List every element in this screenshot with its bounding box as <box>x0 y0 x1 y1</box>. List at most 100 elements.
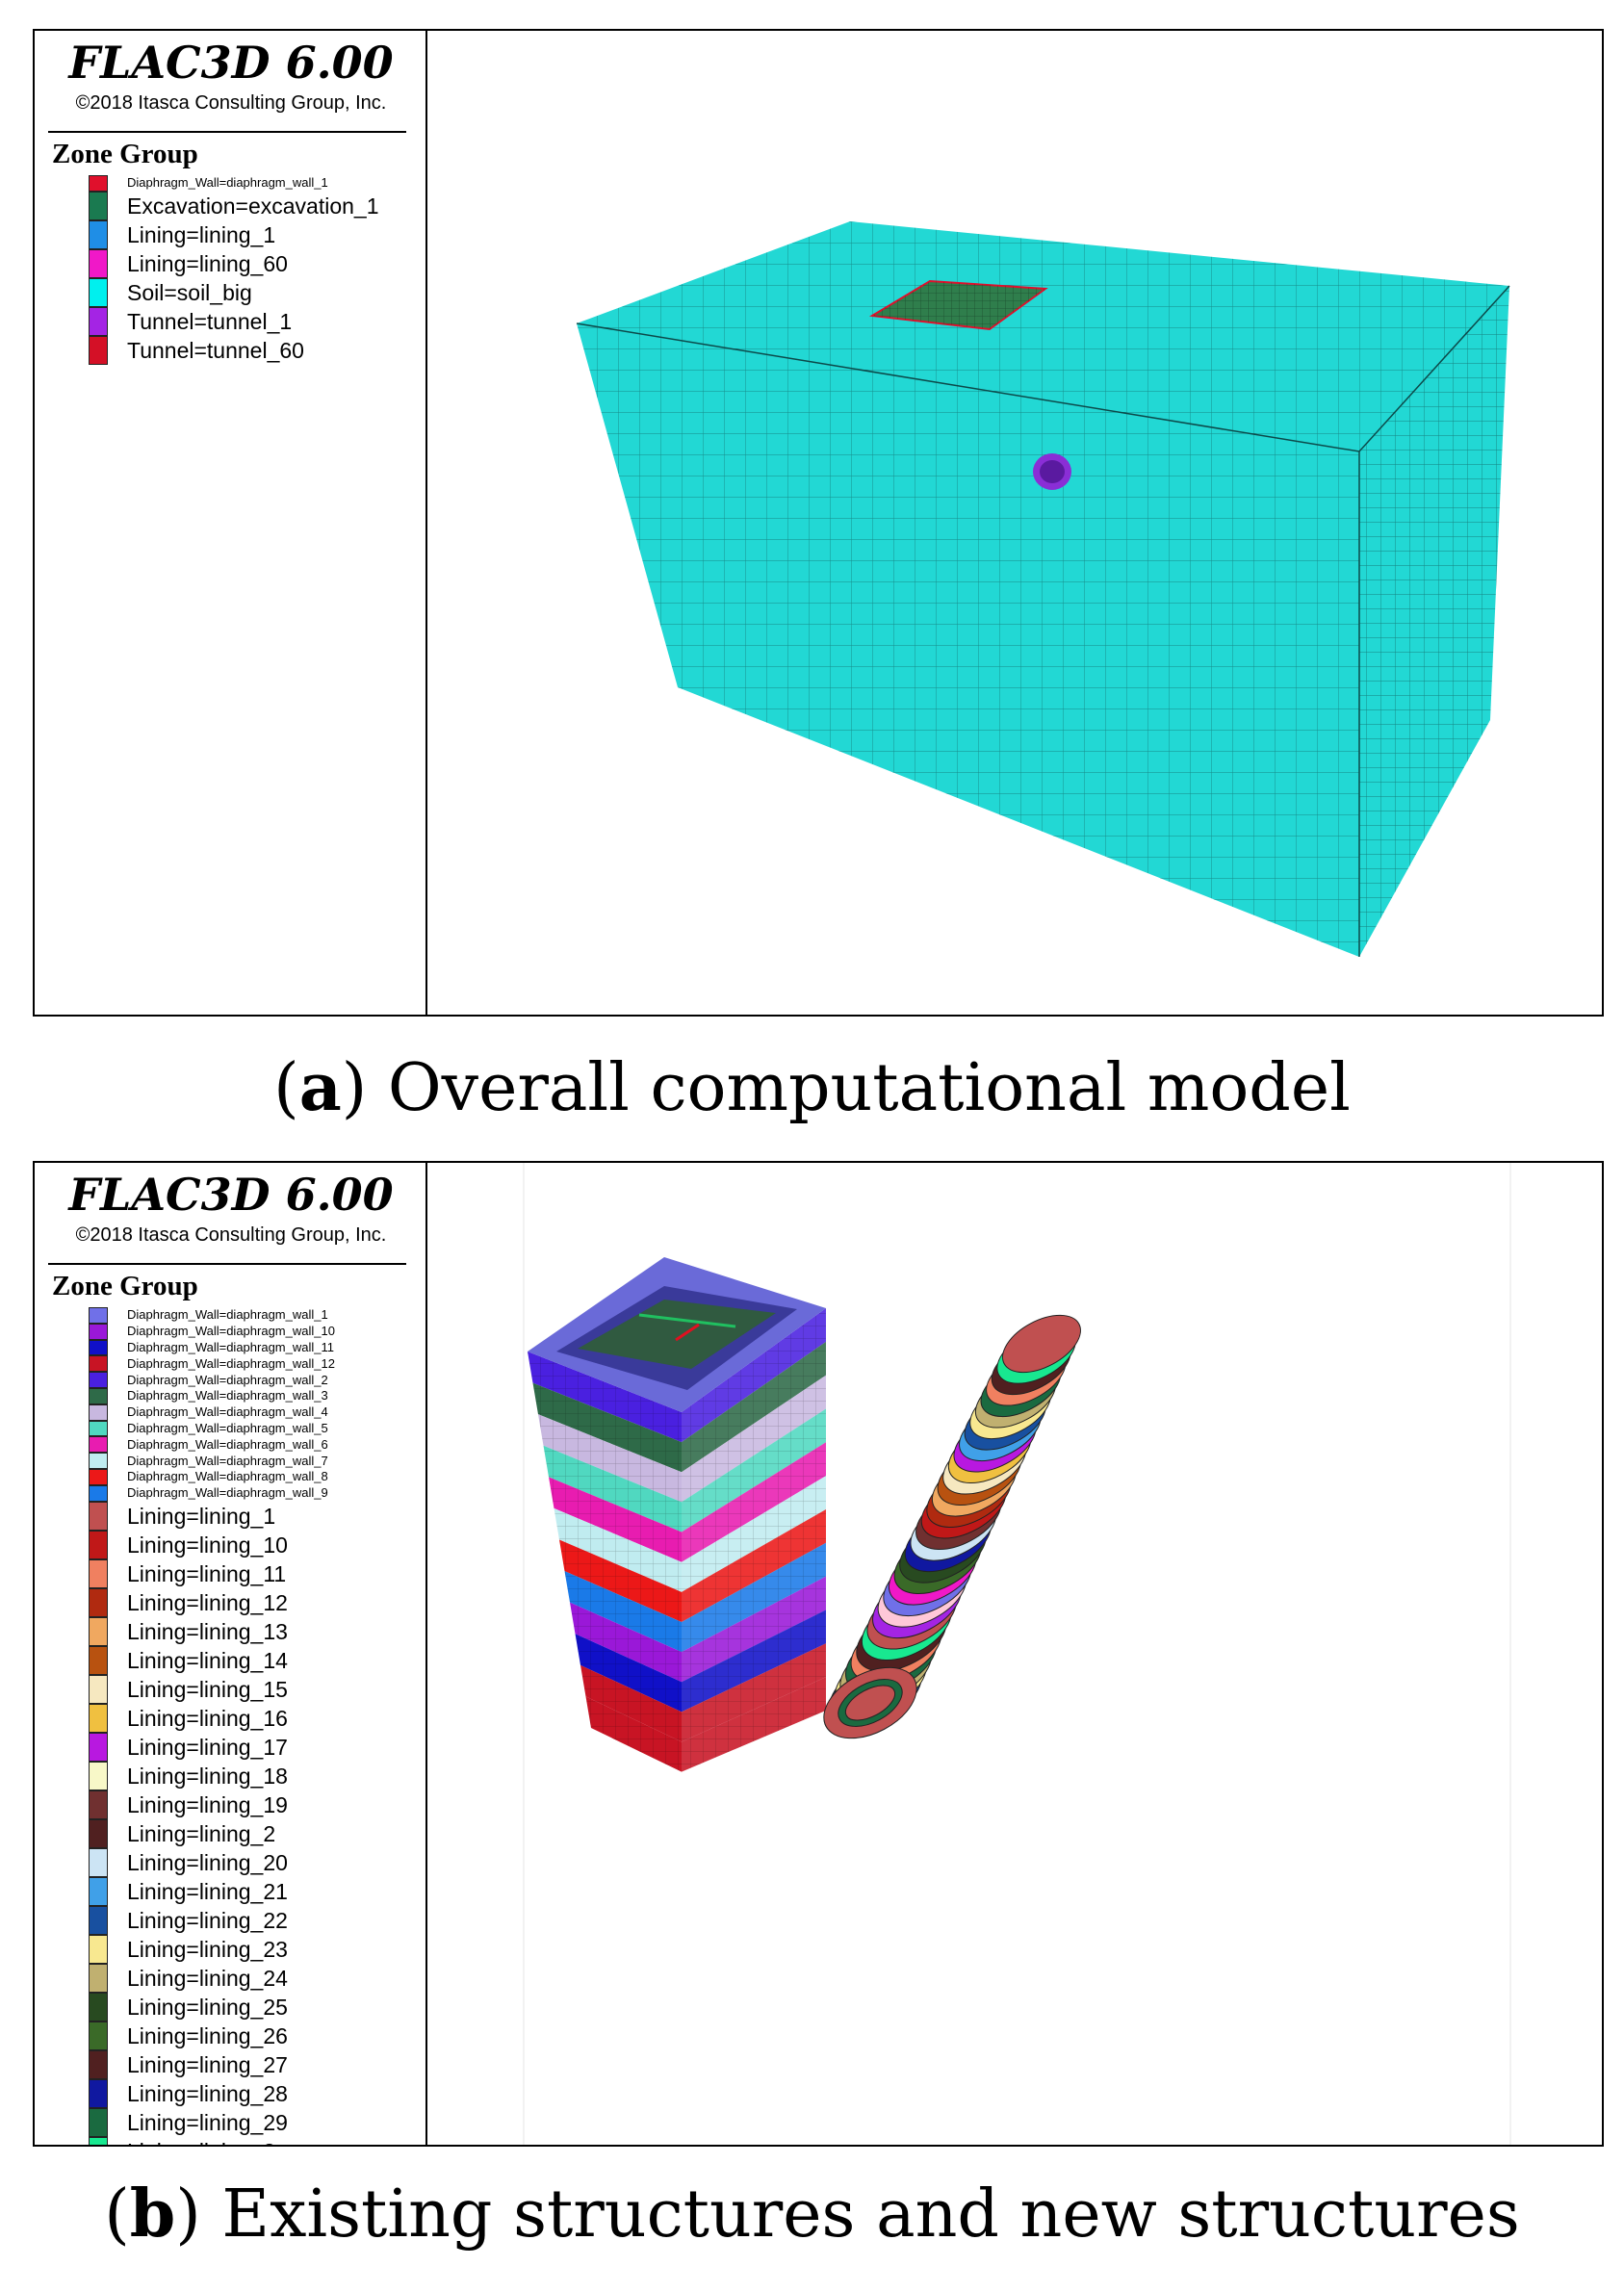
legend-swatch <box>89 2078 108 2108</box>
legend-item: Lining=lining_1 <box>89 219 425 249</box>
tunnel-opening <box>1040 460 1065 483</box>
legend-label: Lining=lining_21 <box>127 1878 288 1904</box>
legend-item: Diaphragm_Wall=diaphragm_wall_4 <box>89 1404 425 1421</box>
structures-model-view <box>523 1163 1511 2145</box>
mesh-grid <box>570 1602 682 1683</box>
legend-label: Lining=lining_2 <box>127 1820 276 1846</box>
legend-label: Lining=lining_24 <box>127 1965 288 1991</box>
legend-swatch <box>89 191 108 220</box>
caption-a: (a) Overall computational model <box>273 1049 1351 1126</box>
legend-label: Lining=lining_12 <box>127 1589 288 1615</box>
mesh-grid <box>682 1576 826 1683</box>
legend-item: Lining=lining_27 <box>89 2049 425 2079</box>
legend-item: Excavation=excavation_1 <box>89 191 425 220</box>
legend-item: Lining=lining_10 <box>89 1530 425 1559</box>
legend-label: Lining=lining_25 <box>127 1994 288 2020</box>
caption-b: (b) Existing structures and new structur… <box>104 2176 1520 2253</box>
mesh-grid <box>682 1476 826 1592</box>
legend-swatch <box>89 1876 108 1906</box>
legend-swatch <box>89 1404 108 1421</box>
legend-item: Diaphragm_Wall=diaphragm_wall_1 <box>89 1307 425 1324</box>
mesh-grid <box>538 1414 682 1503</box>
legend-label: Lining=lining_15 <box>127 1676 288 1702</box>
legend-label: Lining=lining_29 <box>127 2109 288 2135</box>
legend-swatch <box>89 1468 108 1485</box>
legend-label: Soil=soil_big <box>127 279 252 305</box>
mesh-grid <box>532 1382 682 1473</box>
caption-text: Overall computational model <box>367 1050 1351 1126</box>
legend-label: Lining=lining_18 <box>127 1763 288 1789</box>
legend-item: Lining=lining_3 <box>89 2136 425 2145</box>
caption-text: Existing structures and new structures <box>200 2176 1520 2253</box>
legend-label: Lining=lining_16 <box>127 1705 288 1731</box>
legend-item: Diaphragm_Wall=diaphragm_wall_2 <box>89 1372 425 1388</box>
legend-item: Diaphragm_Wall=diaphragm_wall_10 <box>89 1323 425 1340</box>
legend-swatch <box>89 248 108 278</box>
legend-swatch <box>89 1530 108 1559</box>
wall-inner-rim <box>578 1300 776 1369</box>
legend-item: Lining=lining_13 <box>89 1616 425 1646</box>
legend-label: Lining=lining_1 <box>127 1503 276 1529</box>
legend-label: Lining=lining_23 <box>127 1936 288 1962</box>
legend-label: Lining=lining_20 <box>127 1849 288 1875</box>
legend-label: Diaphragm_Wall=diaphragm_wall_8 <box>127 1469 328 1484</box>
legend-swatch <box>89 1558 108 1588</box>
mesh-grid <box>554 1507 682 1592</box>
legend-label: Lining=lining_11 <box>127 1560 287 1586</box>
caption-letter: b <box>129 2176 176 2253</box>
legend-item: Tunnel=tunnel_60 <box>89 335 425 365</box>
mesh-grid <box>585 1696 682 1772</box>
model-viewport[interactable] <box>427 1163 1602 2145</box>
legend-swatch <box>89 306 108 336</box>
lining-ring <box>1002 1314 1081 1374</box>
legend-label: Lining=lining_13 <box>127 1618 288 1644</box>
legend-label: Lining=lining_1 <box>127 221 276 247</box>
app-title: FLAC3D 6.00 <box>68 1169 394 1221</box>
legend-swatch <box>89 1587 108 1617</box>
mesh-grid <box>580 1664 682 1742</box>
legend-swatch <box>89 1818 108 1848</box>
legend-item: Lining=lining_11 <box>89 1558 425 1588</box>
legend-swatch <box>89 1847 108 1877</box>
legend-item: Lining=lining_19 <box>89 1790 425 1819</box>
legend-item: Lining=lining_22 <box>89 1905 425 1935</box>
legend-item: Lining=lining_12 <box>89 1587 425 1617</box>
legend-swatch <box>89 1339 108 1356</box>
legend-swatch <box>89 1420 108 1437</box>
mesh-grid <box>682 1610 826 1713</box>
legend-title: Zone Group <box>52 139 198 169</box>
mesh-grid <box>682 1542 826 1653</box>
mesh-grid <box>528 1352 682 1443</box>
legend-label: Excavation=excavation_1 <box>127 193 379 219</box>
legend-swatch <box>89 1501 108 1531</box>
legend-swatch <box>89 2107 108 2137</box>
model-viewport[interactable] <box>427 31 1602 1015</box>
legend-item: Lining=lining_26 <box>89 2021 425 2050</box>
legend-item: Lining=lining_2 <box>89 1818 425 1848</box>
legend-swatch <box>89 1453 108 1469</box>
legend-swatch <box>89 1732 108 1762</box>
legend-label: Diaphragm_Wall=diaphragm_wall_11 <box>127 1339 334 1354</box>
legend-item: Diaphragm_Wall=diaphragm_wall_6 <box>89 1436 425 1454</box>
legend-label: Lining=lining_3 <box>127 2137 275 2145</box>
mesh-model-view <box>576 221 1510 957</box>
legend-label: Diaphragm_Wall=diaphragm_wall_12 <box>127 1355 335 1371</box>
legend-label: Diaphragm_Wall=diaphragm_wall_2 <box>127 1372 328 1387</box>
legend-panel: FLAC3D 6.00 ©2018 Itasca Consulting Grou… <box>35 31 427 1015</box>
legend-item: Diaphragm_Wall=diaphragm_wall_11 <box>89 1339 425 1356</box>
legend-label: Lining=lining_14 <box>127 1647 288 1673</box>
figure-panel-b: FLAC3D 6.00 ©2018 Itasca Consulting Grou… <box>33 1161 1604 2147</box>
copyright-text: ©2018 Itasca Consulting Group, Inc. <box>75 92 387 114</box>
legend-item: Diaphragm_Wall=diaphragm_wall_3 <box>89 1387 425 1404</box>
legend-swatch <box>89 1387 108 1404</box>
legend-swatch <box>89 1934 108 1964</box>
legend-swatch <box>89 1323 108 1340</box>
legend-swatch <box>89 1484 108 1502</box>
legend-label: Diaphragm_Wall=diaphragm_wall_4 <box>127 1404 328 1420</box>
legend-panel: FLAC3D 6.00 ©2018 Itasca Consulting Grou… <box>35 1163 427 2145</box>
legend-label: Diaphragm_Wall=diaphragm_wall_3 <box>127 1388 328 1404</box>
legend-swatch <box>89 2021 108 2050</box>
mesh-grid <box>682 1643 826 1742</box>
mesh-grid <box>575 1634 682 1713</box>
legend-list: Diaphragm_Wall=diaphragm_wall_1 Excavatio… <box>89 175 425 365</box>
